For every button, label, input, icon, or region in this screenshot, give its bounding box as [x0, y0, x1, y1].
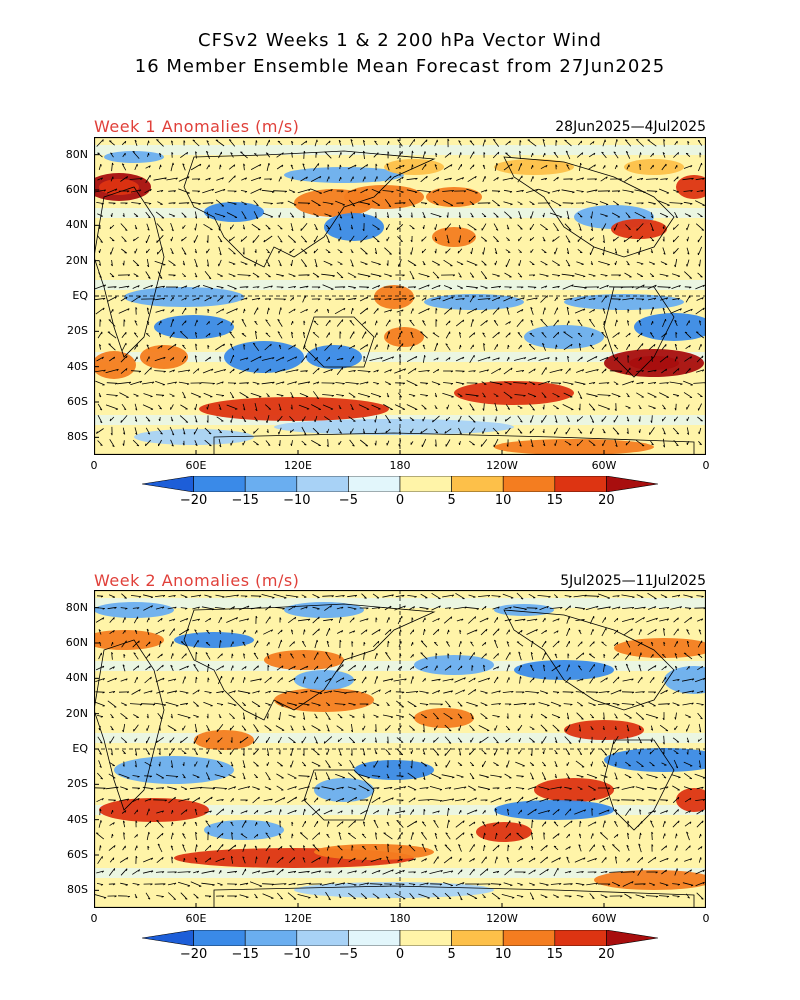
colorbar-tick-label: 5 [447, 493, 456, 508]
lat-tick-label: 60S [67, 395, 88, 408]
colorbar-tick-label: −15 [231, 947, 259, 962]
title-line-1: CFSv2 Weeks 1 & 2 200 hPa Vector Wind [198, 30, 602, 51]
week1-colorbar [142, 476, 658, 492]
week2-colorbar [142, 930, 658, 946]
lon-tick-label: 60W [591, 459, 617, 472]
lat-tick-label: 20N [65, 706, 88, 720]
lat-tick-label: EQ [72, 289, 88, 302]
lat-tick-label: 40S [67, 812, 88, 826]
lon-tick-label: 180 [389, 912, 411, 925]
colorbar-tick-label: 10 [494, 493, 512, 508]
lat-tick-label: 20S [67, 777, 88, 791]
lat-tick-label: 80S [67, 430, 88, 444]
lat-tick-label: 80S [67, 883, 88, 897]
colorbar-tick-label: −5 [338, 493, 358, 508]
lat-tick-label: 40N [65, 671, 88, 685]
colorbar-tick-label: −20 [179, 947, 208, 962]
colorbar-tick-label: 10 [494, 947, 512, 962]
week1-panel-label: Week 1 Anomalies (m/s) [94, 117, 300, 136]
week2-date-range: 5Jul2025—11Jul2025 [560, 573, 706, 589]
lat-tick-label: 60S [67, 848, 88, 861]
week1-anomaly-map [94, 137, 706, 455]
colorbar-tick-label: −5 [338, 947, 358, 962]
lon-tick-label: 120E [284, 459, 312, 472]
colorbar-tick-label: −10 [283, 493, 311, 508]
lat-tick-label: 20S [67, 324, 88, 338]
week2-anomaly-map [94, 590, 706, 908]
lat-tick-label: 40S [67, 359, 88, 373]
colorbar-tick-label: 0 [395, 947, 405, 962]
lat-tick-label: EQ [72, 742, 88, 755]
colorbar-tick-label: −15 [231, 493, 259, 508]
lon-tick-label: 0 [90, 459, 98, 472]
lon-tick-label: 120W [486, 459, 518, 472]
colorbar-tick-label: 20 [598, 947, 615, 962]
lon-tick-label: 0 [702, 912, 710, 925]
lat-tick-label: 60N [65, 183, 88, 196]
colorbar-tick-label: −20 [179, 493, 208, 508]
colorbar-tick-label: −10 [283, 947, 311, 962]
lon-tick-label: 60E [185, 912, 207, 925]
lon-tick-label: 120E [284, 912, 312, 925]
week1-date-range: 28Jun2025—4Jul2025 [555, 119, 706, 135]
lat-tick-label: 80N [65, 600, 88, 614]
lon-tick-label: 120W [486, 912, 518, 925]
lon-tick-label: 60E [185, 459, 207, 472]
lon-tick-label: 180 [389, 459, 411, 472]
title-line-2: 16 Member Ensemble Mean Forecast from 27… [134, 56, 666, 77]
lat-tick-label: 20N [65, 253, 88, 267]
lon-tick-label: 60W [591, 912, 617, 925]
week2-panel-label: Week 2 Anomalies (m/s) [94, 571, 300, 590]
colorbar-tick-label: 5 [447, 947, 456, 962]
colorbar-tick-label: 20 [598, 493, 615, 508]
colorbar-tick-label: 15 [546, 947, 564, 962]
lat-tick-label: 40N [65, 218, 88, 232]
lon-tick-label: 0 [90, 912, 98, 925]
colorbar-tick-label: 15 [546, 493, 564, 508]
lat-tick-label: 60N [65, 636, 88, 649]
colorbar-tick-label: 0 [395, 493, 405, 508]
lon-tick-label: 0 [702, 459, 710, 472]
lat-tick-label: 80N [65, 147, 88, 161]
